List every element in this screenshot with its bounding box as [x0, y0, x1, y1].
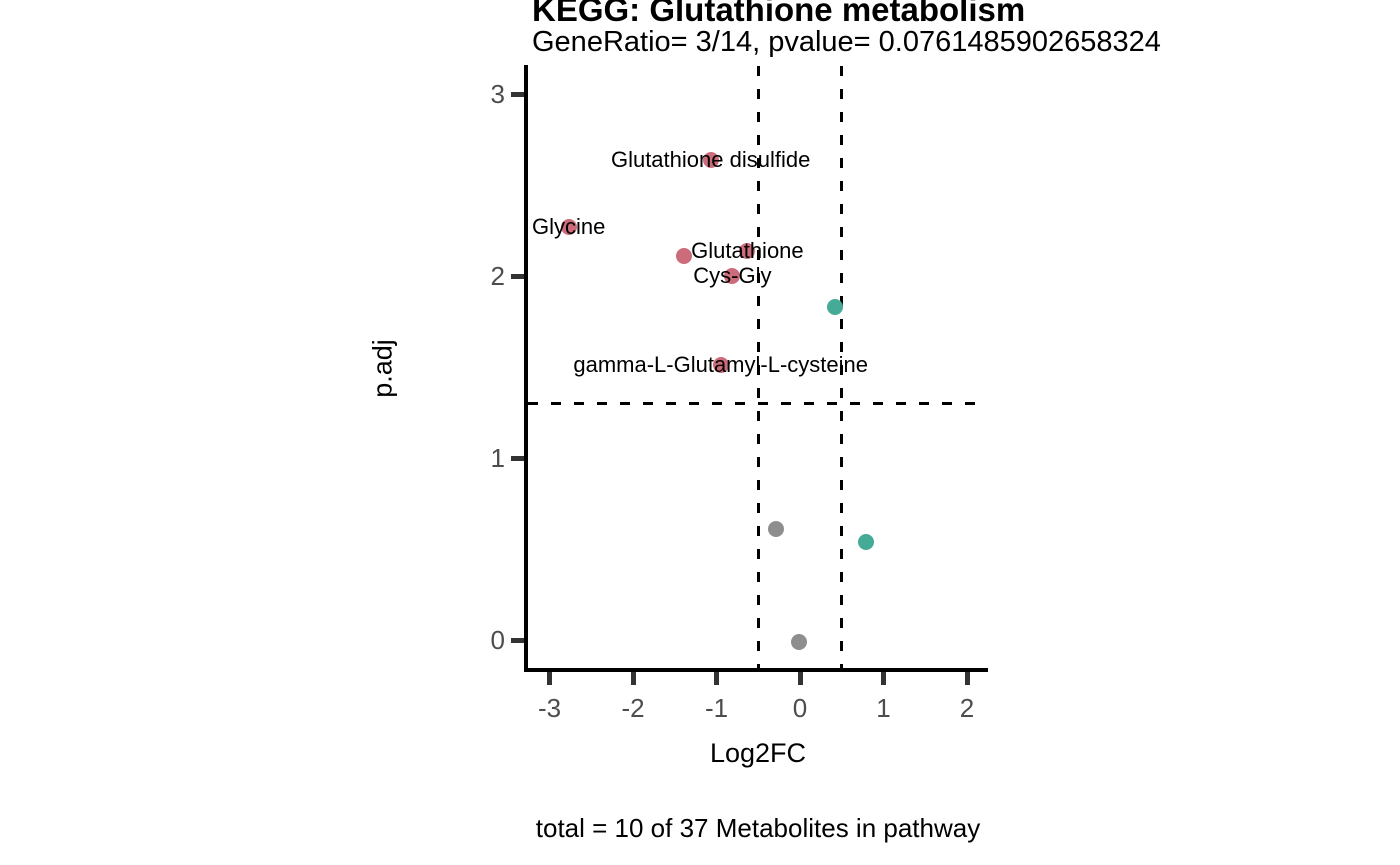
threshold-vline [756, 66, 760, 670]
data-point-down-regulated [712, 357, 729, 374]
x-tick-label: -1 [704, 693, 729, 723]
x-tick-label: 2 [959, 693, 975, 723]
threshold-vline [840, 66, 844, 670]
y-tick-label: 1 [490, 443, 505, 473]
data-point-up-regulated [827, 298, 844, 315]
x-tick-label: 1 [876, 693, 891, 723]
y-tick-label: 0 [490, 625, 505, 655]
x-tick-label: 0 [792, 693, 808, 723]
threshold-hline [528, 401, 988, 405]
data-point-not-significant [791, 633, 808, 650]
x-tick [964, 672, 970, 685]
x-tick [630, 672, 636, 685]
y-axis-label: p.adj [367, 339, 398, 398]
x-tick-label: -3 [537, 693, 562, 723]
data-point-down-regulated [675, 247, 692, 264]
y-tick [511, 637, 524, 643]
data-point-down-regulated [560, 218, 577, 235]
x-tick [881, 672, 886, 685]
y-tick-label: 2 [490, 261, 505, 291]
chart-caption: total = 10 of 37 Metabolites in pathway [535, 813, 981, 843]
x-tick [547, 672, 552, 685]
x-tick [797, 672, 803, 685]
chart-subtitle: GeneRatio= 3/14, pvalue= 0.0761485902658… [532, 26, 1161, 58]
y-tick-label: 3 [490, 79, 505, 109]
data-point-down-regulated [739, 242, 756, 259]
y-tick [511, 273, 524, 279]
chart-title: KEGG: Glutathione metabolism [532, 0, 1026, 28]
x-axis-label: Log2FC [709, 738, 807, 768]
x-tick-label: -2 [621, 693, 645, 723]
data-point-not-significant [767, 520, 784, 537]
y-axis-line [524, 65, 528, 672]
data-point-down-regulated [724, 268, 741, 284]
y-tick [511, 91, 524, 97]
data-point-up-regulated [857, 533, 874, 550]
y-tick [511, 455, 524, 461]
x-tick [714, 672, 719, 685]
data-point-down-regulated [702, 151, 719, 168]
x-axis-line [524, 668, 988, 672]
